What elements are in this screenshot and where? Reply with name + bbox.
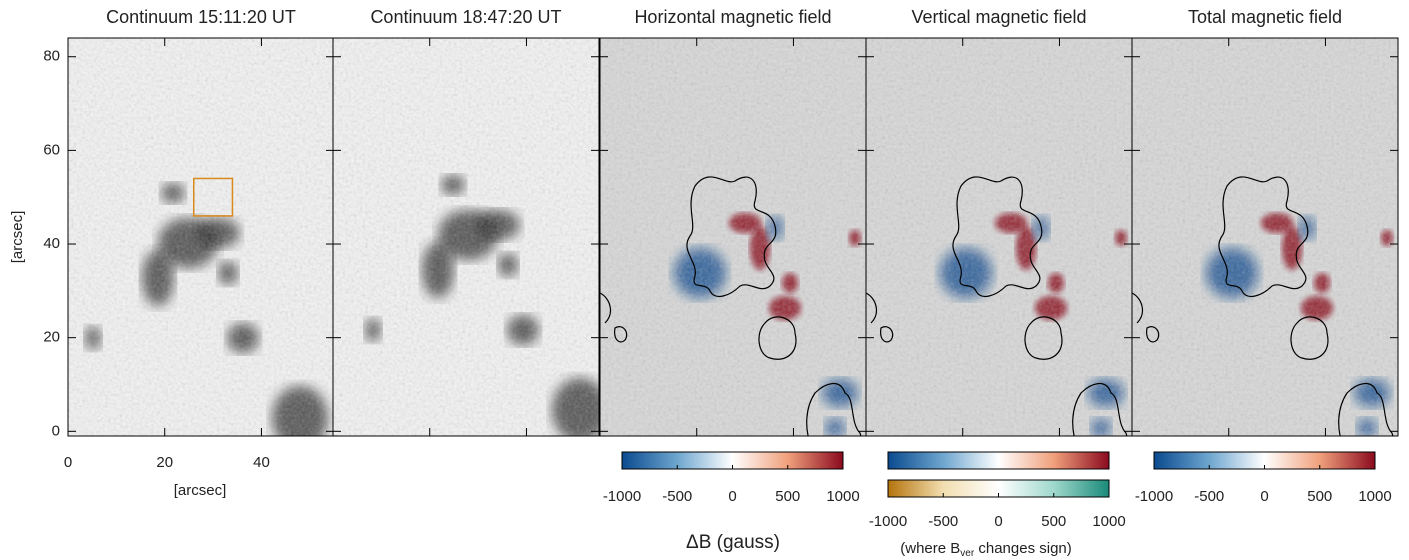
y-tick-label: 60 [43, 141, 60, 158]
x-tick-label: 20 [156, 454, 173, 471]
colorbar-tick-label: -500 [1194, 488, 1224, 505]
y-tick-label: 40 [43, 235, 60, 252]
colorbar-tick-label: 500 [1307, 488, 1332, 505]
panel-title: Vertical magnetic field [911, 7, 1086, 27]
colorbar-tick-label: -500 [928, 513, 958, 530]
image-texture [600, 38, 866, 436]
image-texture [68, 38, 334, 436]
image-texture [1132, 38, 1398, 436]
image-panel [333, 38, 599, 436]
image-panel [68, 38, 334, 436]
image-panel [1132, 38, 1398, 436]
contour [1132, 176, 1394, 436]
panel-title: Continuum 15:11:20 UT [106, 7, 296, 27]
panel-title: Horizontal magnetic field [634, 7, 831, 27]
colorbar-tick-label: 1000 [1358, 488, 1391, 505]
colorbar-tick-label: -500 [662, 488, 692, 505]
y-axis-label: [arcsec] [9, 211, 26, 264]
image-panel [866, 38, 1132, 436]
colorbar-tick-label: 0 [728, 488, 736, 505]
note: (where Bver changes sign) [900, 540, 1072, 559]
colorbar-label: ΔB (gauss) [686, 532, 780, 553]
image-texture [333, 38, 599, 436]
panel-frame [332, 37, 600, 437]
colorbar-tick-label: -1000 [869, 513, 907, 530]
selection-box [192, 177, 234, 217]
contour [866, 176, 1128, 436]
colorbar-tick-label: -1000 [1135, 488, 1173, 505]
colorbar-tick-label: 500 [1041, 513, 1066, 530]
contour [600, 176, 862, 436]
y-tick-label: 0 [52, 422, 60, 439]
colorbar-tick-label: 1000 [1092, 513, 1125, 530]
colorbar-tick-label: 1000 [826, 488, 859, 505]
x-tick-label: 40 [253, 454, 270, 471]
panel-title: Total magnetic field [1188, 7, 1342, 27]
colorbar-tick-label: 0 [994, 513, 1002, 530]
image-texture [866, 38, 1132, 436]
panel-frame [1131, 37, 1399, 437]
colorbar-tick-label: 0 [1260, 488, 1268, 505]
colorbar [887, 451, 1110, 470]
x-axis-label: [arcsec] [174, 482, 227, 499]
colorbar-tick-label: -1000 [603, 488, 641, 505]
note-sub: ver [960, 548, 975, 559]
panel-title: Continuum 18:47:20 UT [370, 7, 561, 27]
note-text: changes sign) [974, 540, 1072, 557]
y-tick-label: 80 [43, 48, 60, 65]
colorbar-tick-label: 500 [775, 488, 800, 505]
image-panel [600, 38, 866, 436]
x-tick-label: 0 [64, 454, 72, 471]
y-tick-label: 20 [43, 329, 60, 346]
note-text: (where B [900, 540, 960, 557]
